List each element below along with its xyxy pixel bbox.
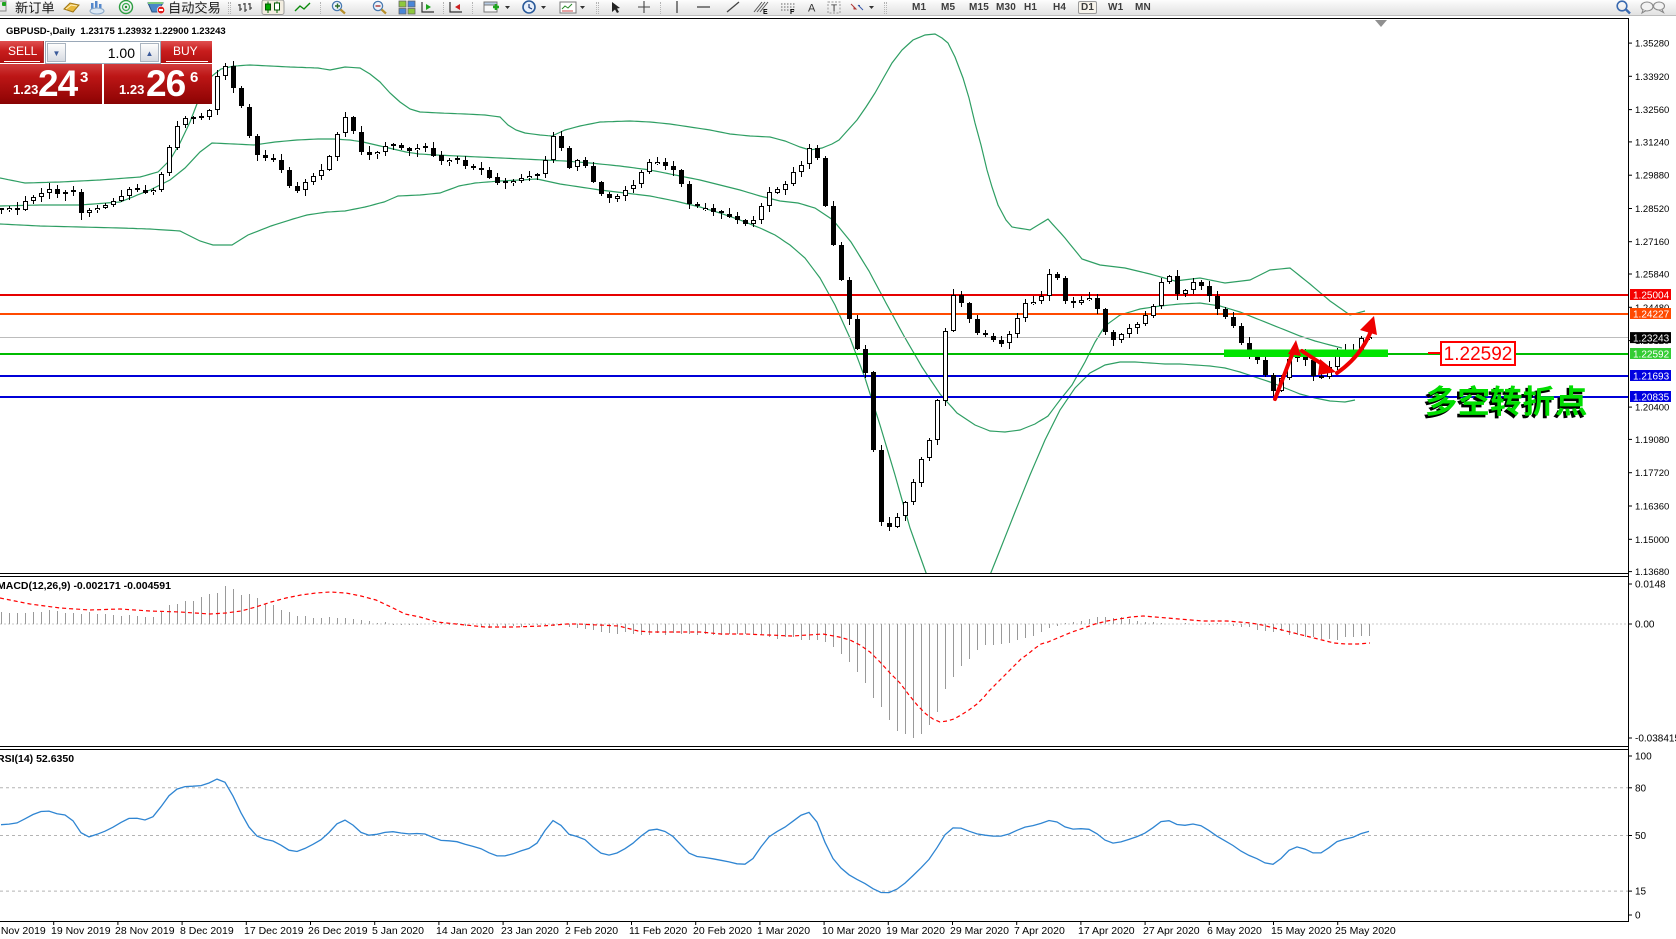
- svg-text:6 May 2020: 6 May 2020: [1207, 925, 1262, 937]
- svg-text:11 Feb 2020: 11 Feb 2020: [629, 925, 687, 937]
- svg-text:15 May 2020: 15 May 2020: [1271, 925, 1332, 937]
- svg-text:1.20835: 1.20835: [1633, 392, 1670, 403]
- svg-text:0: 0: [1635, 911, 1641, 922]
- svg-text:50: 50: [1635, 831, 1647, 842]
- svg-text:1.17720: 1.17720: [1635, 468, 1669, 479]
- svg-text:11 Nov 2019: 11 Nov 2019: [0, 925, 46, 937]
- svg-text:17 Dec 2019: 17 Dec 2019: [244, 925, 304, 937]
- svg-text:1.25004: 1.25004: [1633, 290, 1670, 301]
- svg-text:A: A: [808, 3, 816, 15]
- svg-text:7 Apr 2020: 7 Apr 2020: [1014, 925, 1065, 937]
- svg-text:0.0148: 0.0148: [1635, 580, 1666, 591]
- svg-text:1.35280: 1.35280: [1635, 39, 1669, 50]
- svg-text:80: 80: [1635, 783, 1647, 794]
- svg-text:8 Dec 2019: 8 Dec 2019: [180, 925, 234, 937]
- svg-text:RSI(14) 52.6350: RSI(14) 52.6350: [0, 753, 74, 765]
- svg-text:1.19080: 1.19080: [1635, 435, 1669, 446]
- svg-text:23 Jan 2020: 23 Jan 2020: [501, 925, 559, 937]
- svg-text:1.32560: 1.32560: [1635, 105, 1669, 116]
- svg-text:MACD(12,26,9) -0.002171 -0.004: MACD(12,26,9) -0.002171 -0.004591: [0, 580, 171, 592]
- svg-text:E: E: [763, 9, 768, 15]
- svg-text:1.22592: 1.22592: [1444, 344, 1513, 365]
- svg-text:14 Jan 2020: 14 Jan 2020: [436, 925, 494, 937]
- svg-text:100: 100: [1635, 752, 1652, 763]
- svg-text:T: T: [831, 4, 837, 15]
- svg-text:1.25840: 1.25840: [1635, 270, 1669, 281]
- svg-text:1.16360: 1.16360: [1635, 502, 1669, 513]
- svg-text:1 Mar 2020: 1 Mar 2020: [757, 925, 810, 937]
- svg-text:28 Nov 2019: 28 Nov 2019: [115, 925, 175, 937]
- svg-text:5 Jan 2020: 5 Jan 2020: [372, 925, 424, 937]
- svg-text:1.31240: 1.31240: [1635, 137, 1669, 148]
- svg-text:0.00: 0.00: [1635, 620, 1655, 631]
- svg-text:1.20400: 1.20400: [1635, 403, 1669, 414]
- svg-text:29 Mar 2020: 29 Mar 2020: [950, 925, 1009, 937]
- svg-text:17 Apr 2020: 17 Apr 2020: [1078, 925, 1135, 937]
- svg-text:1.22592: 1.22592: [1633, 349, 1670, 360]
- svg-text:2 Feb 2020: 2 Feb 2020: [565, 925, 618, 937]
- svg-text:27 Apr 2020: 27 Apr 2020: [1143, 925, 1200, 937]
- svg-text:19 Nov 2019: 19 Nov 2019: [51, 925, 111, 937]
- svg-text:1.28520: 1.28520: [1635, 204, 1669, 215]
- svg-text:1.29880: 1.29880: [1635, 171, 1669, 182]
- svg-text:1.27160: 1.27160: [1635, 237, 1669, 248]
- svg-text:1.13680: 1.13680: [1635, 567, 1669, 578]
- svg-text:1.33920: 1.33920: [1635, 72, 1669, 83]
- svg-text:20 Feb 2020: 20 Feb 2020: [693, 925, 752, 937]
- svg-text:F: F: [790, 9, 795, 15]
- svg-text:25 May 2020: 25 May 2020: [1335, 925, 1396, 937]
- svg-text:15: 15: [1635, 887, 1647, 898]
- svg-text:1.15000: 1.15000: [1635, 535, 1669, 546]
- svg-text:19 Mar 2020: 19 Mar 2020: [886, 925, 945, 937]
- svg-text:-0.038415: -0.038415: [1635, 734, 1676, 745]
- svg-text:10 Mar 2020: 10 Mar 2020: [822, 925, 881, 937]
- svg-text:26 Dec 2019: 26 Dec 2019: [308, 925, 368, 937]
- svg-text:1.23243: 1.23243: [1633, 333, 1670, 344]
- svg-text:1.21693: 1.21693: [1633, 371, 1670, 382]
- svg-text:1.24227: 1.24227: [1633, 309, 1670, 320]
